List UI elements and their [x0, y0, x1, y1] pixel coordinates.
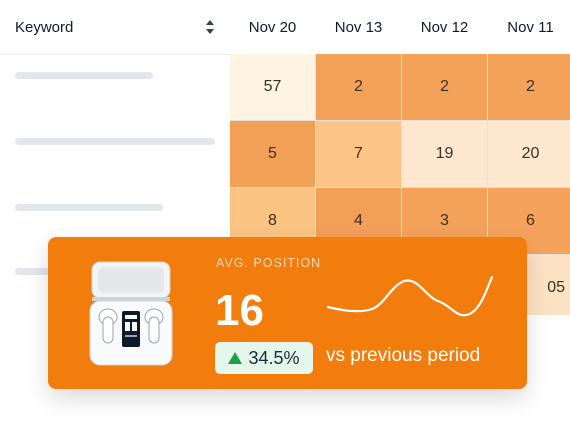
- heatmap-cell: 20: [488, 121, 570, 187]
- heatmap-cell: 2: [316, 54, 401, 120]
- date-column-header[interactable]: Nov 13: [334, 18, 383, 36]
- keyword-header-label: Keyword: [15, 18, 74, 36]
- heatmap-cell: 2: [488, 54, 570, 120]
- heatmap-cell: 5: [230, 121, 315, 187]
- keyword-placeholder: [15, 72, 153, 79]
- triangle-up-icon: [228, 352, 243, 364]
- table-header: Keyword Nov 20 Nov 13 Nov 12 Nov 11: [0, 0, 570, 55]
- date-column-header[interactable]: Nov 12: [420, 18, 469, 36]
- change-value: 34.5%: [248, 347, 300, 368]
- keyword-placeholder: [15, 138, 215, 145]
- heatmap-cell: 7: [316, 121, 401, 187]
- metric-label: AVG. POSITION: [216, 256, 322, 270]
- trend-sparkline: [326, 275, 494, 317]
- keyword-placeholder: [15, 204, 163, 211]
- date-column-header[interactable]: Nov 20: [248, 18, 297, 36]
- keyword-column-header[interactable]: Keyword: [15, 0, 215, 54]
- change-badge: 34.5%: [215, 342, 313, 374]
- earbuds-product-image: [89, 261, 173, 366]
- heatmap-cell: 57: [230, 54, 315, 120]
- comparison-text: vs previous period: [326, 345, 481, 366]
- metric-value: 16: [215, 286, 264, 335]
- avg-position-card: AVG. POSITION 16 34.5% vs previous perio…: [48, 237, 527, 389]
- date-column-header[interactable]: Nov 11: [507, 18, 554, 36]
- keyword-placeholder: [15, 268, 55, 275]
- sort-icon[interactable]: [205, 19, 215, 35]
- heatmap-cell: 2: [402, 54, 487, 120]
- heatmap-cell: 19: [402, 121, 487, 187]
